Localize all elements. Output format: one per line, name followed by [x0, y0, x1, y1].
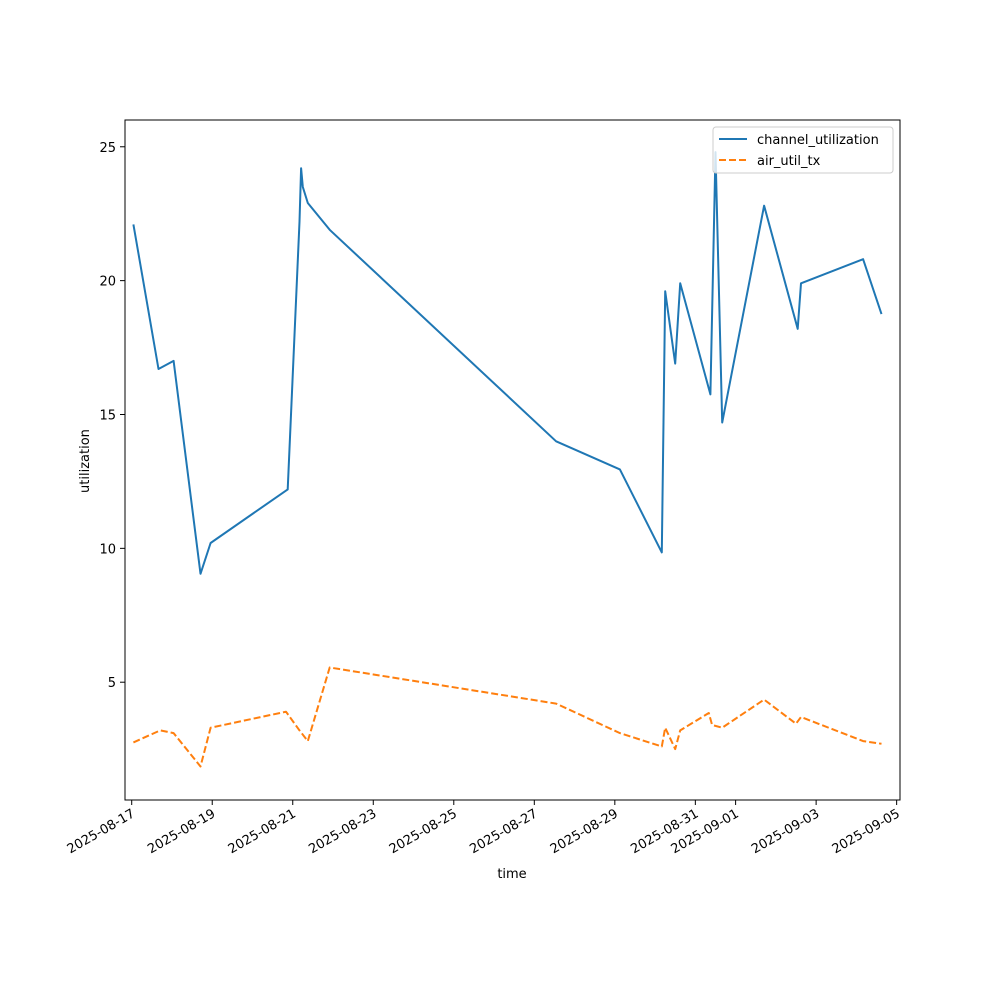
x-tick-label: 2025-08-29 — [548, 806, 621, 857]
series-layer — [132, 151, 883, 768]
y-tick-label: 10 — [99, 542, 116, 557]
x-tick-label: 2025-09-03 — [749, 806, 822, 857]
series-line-channel-utilization — [132, 151, 883, 575]
legend: channel_utilization air_util_tx — [712, 126, 894, 174]
series-line-air-util-tx — [132, 666, 882, 768]
x-axis-title: time — [497, 867, 526, 882]
legend-label-air-util-tx: air_util_tx — [757, 154, 821, 169]
x-tick-label: 2025-08-27 — [467, 806, 540, 857]
y-tick-label: 20 — [99, 275, 116, 290]
x-tick-label: 2025-09-05 — [830, 806, 903, 857]
x-tick-label: 2025-08-19 — [145, 806, 218, 857]
y-tick-label: 25 — [99, 141, 116, 156]
x-tick-label: 2025-08-23 — [306, 806, 379, 857]
y-tick-label: 5 — [108, 676, 116, 691]
y-axis-title: utilization — [78, 429, 93, 493]
y-tick-label: 15 — [99, 408, 116, 423]
plot-frame — [124, 119, 901, 801]
x-tick-label: 2025-08-21 — [226, 806, 299, 857]
legend-box — [712, 126, 894, 174]
x-tick-label: 2025-08-25 — [387, 806, 460, 857]
x-tick-label: 2025-08-17 — [65, 806, 138, 857]
legend-label-channel-utilization: channel_utilization — [757, 133, 879, 148]
